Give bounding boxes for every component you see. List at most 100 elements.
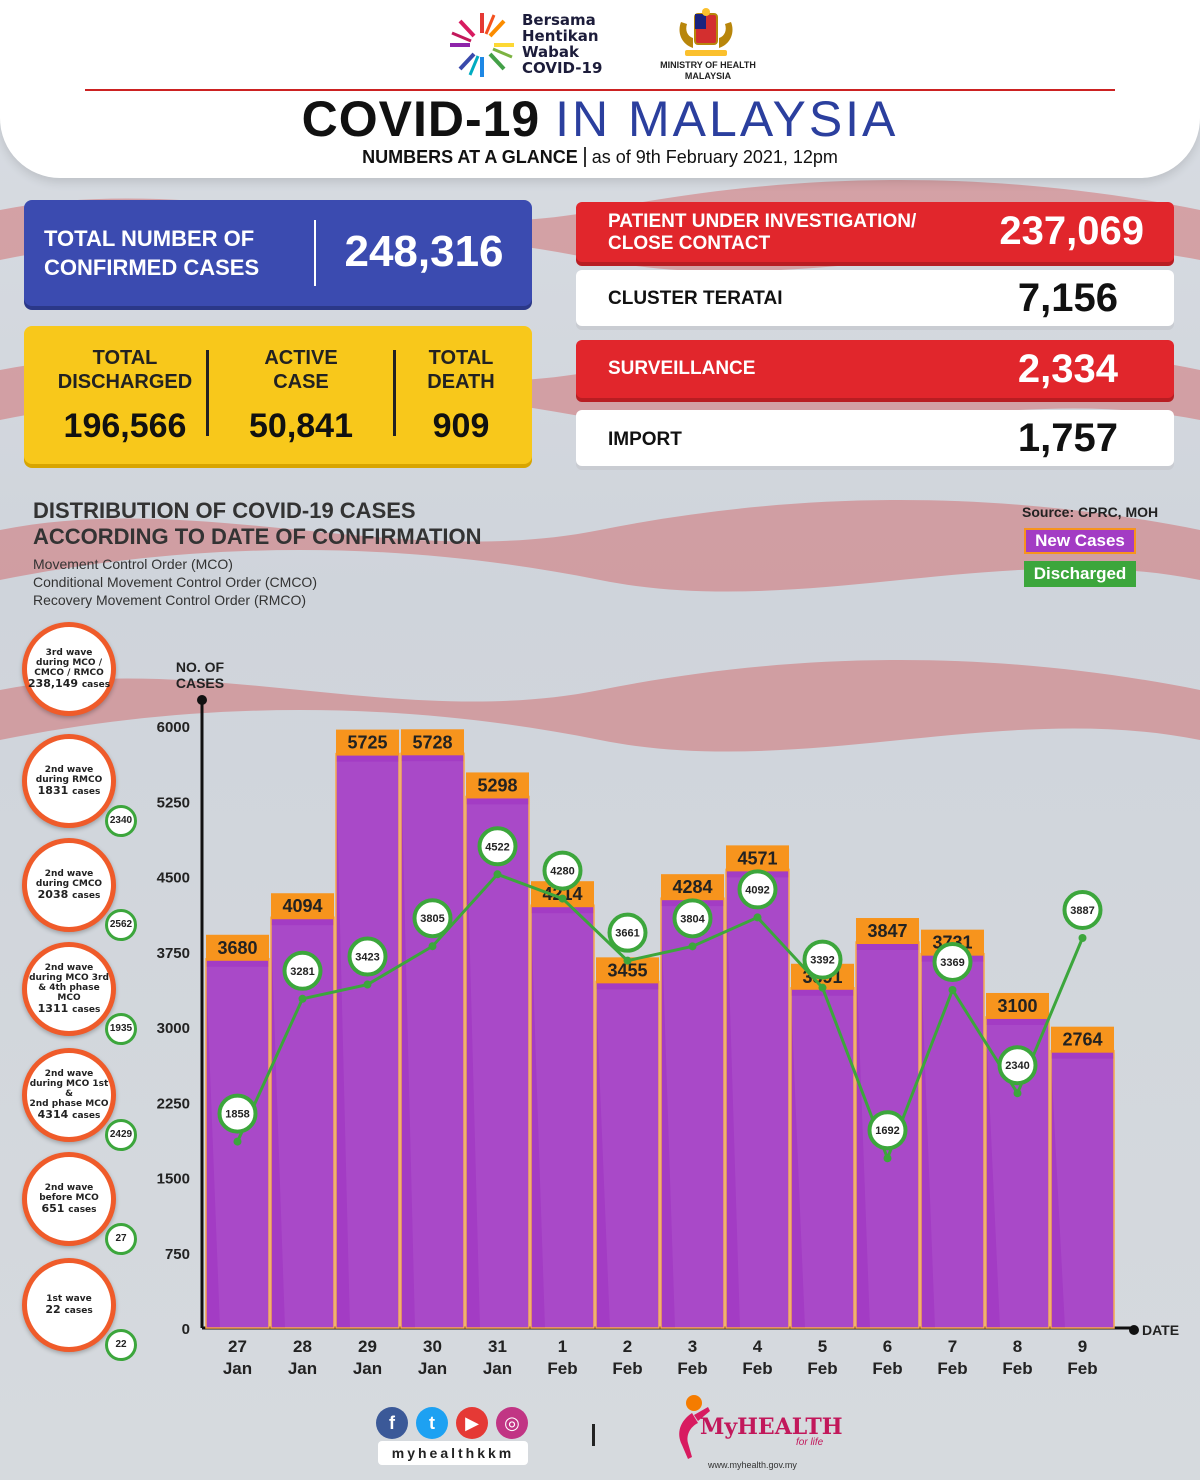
campaign-line-4: COVID-19 — [522, 59, 603, 77]
x-tick-label: Jan — [418, 1359, 447, 1378]
wave-label: 2nd wave — [44, 1068, 94, 1079]
stat-divider — [206, 350, 209, 436]
confirmed-cases-label: TOTAL NUMBER OF CONFIRMED CASES — [44, 226, 260, 280]
import-row: IMPORT 1,757 — [576, 410, 1174, 466]
bar-value-label: 5298 — [477, 775, 517, 795]
bar-shade — [466, 804, 529, 1328]
wave-discharged-badge: 22 — [105, 1329, 137, 1361]
discharged-value-label: 3281 — [290, 966, 314, 978]
facebook-icon[interactable]: f — [376, 1407, 408, 1439]
x-tick-label: Jan — [483, 1359, 512, 1378]
x-tick-label: Feb — [612, 1359, 642, 1378]
bar-value-box — [661, 874, 724, 901]
discharged-value: 196,566 — [63, 407, 187, 445]
discharged-value-label: 3392 — [810, 955, 834, 967]
bar-value-box — [466, 772, 529, 799]
x-tick-label: 27 — [228, 1337, 247, 1356]
social-handle[interactable]: myhealthkkm — [378, 1441, 528, 1465]
surveillance-value: 2,334 — [1017, 347, 1118, 391]
x-tick-label: Jan — [223, 1359, 252, 1378]
y-tick-label: 2250 — [157, 1095, 190, 1112]
active-case-label: ACTIVE CASE — [264, 347, 338, 393]
note-mco: Movement Control Order (MCO) — [33, 556, 233, 572]
ministry-name: MINISTRY OF HEALTH MALAYSIA — [645, 60, 771, 82]
discharged-value-label: 4280 — [550, 866, 574, 878]
x-tick-label: 3 — [688, 1337, 697, 1356]
discharged-marker — [412, 898, 453, 939]
discharged-point — [428, 942, 437, 951]
discharged-marker — [867, 1110, 908, 1151]
bar — [1050, 1049, 1115, 1329]
page-title: COVID-19 IN MALAYSIA — [0, 92, 1200, 146]
discharged-line — [236, 872, 1084, 1163]
bar-shade — [336, 761, 399, 1328]
y-axis-title: CASES — [176, 675, 224, 691]
bar-value-label: 3847 — [867, 921, 907, 941]
subtitle-bold: NUMBERS AT A GLANCE — [362, 147, 578, 167]
x-tick-label: 31 — [488, 1337, 507, 1356]
instagram-icon[interactable]: ◎ — [496, 1407, 528, 1439]
bar — [920, 952, 985, 1329]
wave-text: 3rd wave during MCO / CMCO / RMCO 238,149 c… — [27, 627, 111, 711]
wave-label: during MCO / — [36, 657, 102, 668]
discharged-value-label: 3805 — [420, 913, 444, 925]
wave-label: 2nd phase MCO — [29, 1098, 109, 1109]
confirmed-divider — [314, 220, 316, 286]
x-tick-label: Feb — [677, 1359, 707, 1378]
x-tick-label: 5 — [818, 1337, 827, 1356]
wave-case-count: 1831 cases — [37, 783, 101, 797]
wave-label: during MCO 1st & — [29, 1078, 109, 1099]
bar-shade — [401, 761, 464, 1328]
wave-case-count: 651 cases — [41, 1201, 97, 1215]
discharged-stat: TOTAL DISCHARGED 196,566 — [40, 346, 210, 446]
wave-text: 2nd wave during CMCO 2038 cases — [27, 843, 111, 927]
discharged-marker — [607, 912, 648, 953]
twitter-icon[interactable]: t — [416, 1407, 448, 1439]
confirmed-cases-value: 248,316 — [344, 227, 504, 276]
active-case-value: 50,841 — [249, 407, 353, 445]
discharged-value-label: 3661 — [615, 928, 639, 940]
youtube-icon[interactable]: ▶ — [456, 1407, 488, 1439]
chart-title-line-2: ACCORDING TO DATE OF CONFIRMATION — [33, 524, 482, 549]
bar-shade — [986, 1024, 1049, 1328]
x-tick-label: 8 — [1013, 1337, 1022, 1356]
legend-discharged: Discharged — [1024, 561, 1136, 587]
x-tick-label: Feb — [742, 1359, 772, 1378]
discharged-marker — [282, 950, 323, 991]
chart-title: DISTRIBUTION OF COVID-19 CASES ACCORDING… — [33, 498, 482, 550]
bar-value-box — [336, 729, 399, 756]
wave-label: during RMCO — [35, 774, 103, 785]
discharged-value-label: 2340 — [1005, 1060, 1029, 1072]
cluster-teratai-value: 7,156 — [1017, 276, 1118, 320]
myhealth-figure-icon — [679, 1395, 710, 1459]
discharged-label: TOTAL DISCHARGED — [57, 347, 193, 393]
confirmed-cases-card: TOTAL NUMBER OF CONFIRMED CASES 248,316 — [24, 200, 532, 306]
discharged-marker — [217, 1093, 258, 1134]
y-axis-end-dot — [197, 695, 207, 705]
campaign-line-3: Wabak — [522, 43, 579, 61]
wave-text: 2nd wave before MCO 651 cases — [27, 1157, 111, 1241]
wave-circle: 2nd wave during CMCO 2038 cases 2562 — [22, 838, 137, 941]
campaign-line-2: Hentikan — [522, 27, 599, 45]
wave-label: 3rd wave — [45, 647, 93, 658]
bar-shade — [271, 925, 334, 1328]
x-tick-label: Jan — [353, 1359, 382, 1378]
discharged-value-label: 4522 — [485, 841, 509, 853]
surveillance-row: SURVEILLANCE 2,334 — [576, 340, 1174, 398]
ministry-line-1: MINISTRY OF HEALTH — [660, 60, 756, 70]
campaign-logo-text: Bersama Hentikan Wabak COVID-19 — [522, 12, 602, 76]
wave-label: 2nd wave — [44, 962, 94, 973]
discharged-marker — [997, 1045, 1038, 1086]
x-tick-label: 4 — [753, 1337, 763, 1356]
bar-value-label: 5728 — [412, 732, 452, 752]
surveillance-label: SURVEILLANCE — [608, 358, 756, 379]
stat-divider — [393, 350, 396, 436]
wave-label: 2nd wave — [44, 868, 94, 879]
bar-shade — [206, 966, 269, 1328]
wave-case-count: 22 cases — [45, 1302, 93, 1316]
chart-source: Source: CPRC, MOH — [1022, 504, 1159, 520]
bar-value-label: 4094 — [282, 896, 322, 916]
x-tick-label: Feb — [1067, 1359, 1097, 1378]
myhealth-url[interactable]: www.myhealth.gov.my — [708, 1460, 797, 1470]
bar-value-box — [856, 918, 919, 945]
